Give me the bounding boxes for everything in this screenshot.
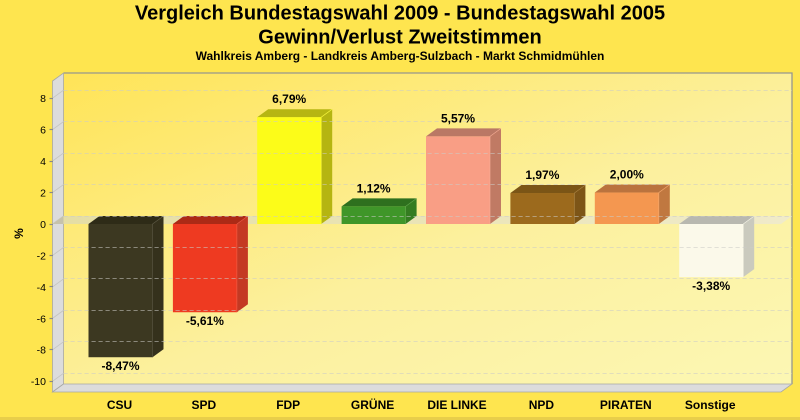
- svg-text:-5,61%: -5,61%: [186, 314, 224, 328]
- svg-text:6,79%: 6,79%: [272, 92, 306, 106]
- svg-text:0: 0: [40, 219, 46, 231]
- svg-text:-6: -6: [37, 313, 46, 325]
- svg-text:-8,47%: -8,47%: [101, 359, 139, 373]
- svg-text:5,57%: 5,57%: [441, 111, 475, 125]
- svg-text:-10: -10: [31, 376, 46, 388]
- svg-text:FDP: FDP: [276, 398, 300, 412]
- svg-text:-3,38%: -3,38%: [692, 279, 730, 293]
- svg-text:4: 4: [40, 156, 46, 168]
- svg-text:SPD: SPD: [192, 398, 217, 412]
- svg-text:Vergleich Bundestagswahl 2009: Vergleich Bundestagswahl 2009 - Bundesta…: [135, 3, 665, 25]
- svg-text:%: %: [12, 228, 26, 239]
- svg-text:GRÜNE: GRÜNE: [351, 397, 394, 412]
- svg-text:Sonstige: Sonstige: [685, 398, 736, 412]
- svg-text:2,00%: 2,00%: [610, 168, 644, 182]
- svg-text:1,12%: 1,12%: [357, 181, 391, 195]
- svg-text:PIRATEN: PIRATEN: [600, 398, 652, 412]
- svg-text:6: 6: [40, 125, 46, 137]
- svg-text:Gewinn/Verlust Zweitstimmen: Gewinn/Verlust Zweitstimmen: [258, 27, 541, 49]
- svg-text:1,97%: 1,97%: [525, 168, 559, 182]
- svg-text:Wahlkreis Amberg - Landkreis A: Wahlkreis Amberg - Landkreis Amberg-Sulz…: [196, 49, 605, 63]
- svg-text:2: 2: [40, 187, 46, 199]
- svg-text:NPD: NPD: [529, 398, 555, 412]
- svg-text:-8: -8: [37, 345, 46, 357]
- svg-text:CSU: CSU: [107, 398, 132, 412]
- svg-text:8: 8: [40, 93, 46, 105]
- svg-text:-2: -2: [37, 250, 46, 262]
- svg-text:DIE LINKE: DIE LINKE: [427, 398, 486, 412]
- svg-text:-4: -4: [37, 282, 46, 294]
